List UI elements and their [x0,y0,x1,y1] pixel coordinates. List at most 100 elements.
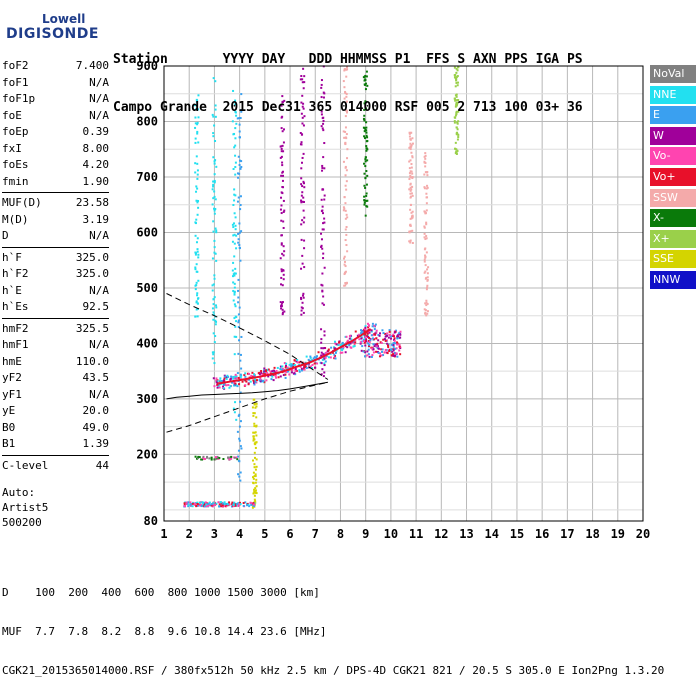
echo-point [310,359,313,362]
param-row: hmF2 325.5 [2,321,109,338]
echo-point [344,115,347,118]
echo-point [238,231,241,234]
echo-point [293,364,296,367]
echo-point [394,347,397,350]
echo-point [302,180,305,183]
echo-point [205,505,208,508]
echo-point [233,381,236,384]
echo-point [374,343,377,346]
echo-point [408,178,411,181]
axis-ticks: 1 2 3 4 5 6 7 8 9 10 11 12 13 14 15 16 17 18 19 20802003004… [136,59,650,541]
echo-point [408,172,411,175]
echo-point [280,219,283,222]
echo-point [193,104,196,107]
echo-point [361,345,364,348]
echo-point [364,160,367,163]
echo-point [213,251,216,254]
echo-point [214,335,217,338]
echo-point [344,351,347,354]
echo-point [238,130,241,133]
echo-point [276,366,279,369]
echo-point [411,172,414,175]
echo-point [409,239,412,242]
echo-point [365,121,368,124]
echo-point [427,266,430,269]
echo-point [455,113,458,116]
echo-point [365,338,368,341]
legend-entry: SSE [650,250,696,269]
echo-point [215,320,218,323]
echo-point [288,373,291,376]
echo-point [194,455,197,458]
echo-point [426,302,429,305]
echo-point [281,115,284,118]
echo-point [367,353,370,356]
echo-point [370,329,373,332]
echo-point [410,166,413,169]
echo-point [233,212,236,215]
echo-point [233,293,236,296]
echo-point [226,374,229,377]
echo-point [254,431,257,434]
echo-point [192,501,195,504]
echo-point [314,366,317,369]
echo-point [196,201,199,204]
echo-point [300,367,303,370]
echo-point [423,160,426,163]
echo-point [364,107,367,110]
echo-point [238,172,241,175]
echo-point [301,200,304,203]
echo-point [366,199,369,202]
echo-point [344,142,347,145]
echo-point [291,368,294,371]
echo-point [255,416,258,419]
echo-point [196,294,199,297]
echo-point [232,275,235,278]
param-label: hmF1 [2,338,29,351]
echo-point [236,117,239,120]
echo-point [368,340,371,343]
echo-point [364,355,367,358]
echo-point [262,379,265,382]
echo-point [195,199,198,202]
echo-point [426,286,429,289]
echo-point [232,299,235,302]
echo-point [303,239,306,242]
echo-point [425,237,428,240]
echo-point [364,336,367,339]
param-value: 3.19 [82,212,110,226]
echo-point [253,505,256,508]
echo-point [377,351,380,354]
echo-point [424,238,427,241]
auto-version: 500200 [2,516,42,529]
echo-point [230,455,233,458]
echo-point [423,187,426,190]
echo-point [309,359,312,362]
param-label: D [2,229,9,242]
echo-point [233,353,236,356]
echo-point [346,111,349,114]
echo-point [345,100,348,103]
echo-point [196,121,199,124]
echo-point [234,382,237,385]
echo-point [346,250,349,253]
echo-point [260,379,263,382]
echo-point [282,273,285,276]
param-label: foEs [2,158,29,171]
echo-point [426,312,429,315]
param-label: hmF2 [2,321,29,335]
echo-point [301,94,304,97]
echo-point [375,337,378,340]
echo-point [238,460,241,463]
echo-point [253,383,256,386]
echo-point [363,199,366,202]
echo-point [234,103,237,106]
echo-point [370,334,373,337]
echo-point [364,88,367,91]
echo-point [301,301,304,304]
logo-line2: DIGISONDE [6,26,99,42]
echo-point [367,326,370,329]
echo-point [388,349,391,352]
echo-point [252,437,255,440]
echo-point [374,323,377,326]
